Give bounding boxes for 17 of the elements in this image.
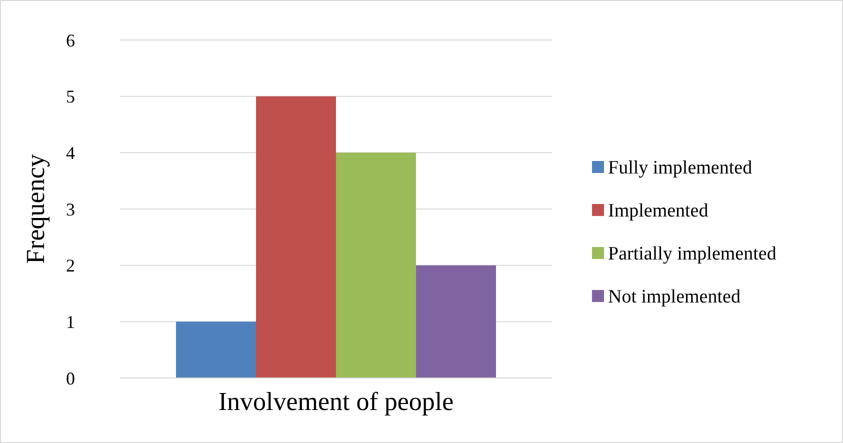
legend-label: Partially implemented <box>608 244 777 265</box>
y-tick-label: 0 <box>66 368 75 388</box>
y-tick-label: 3 <box>66 199 75 220</box>
bar <box>416 265 496 378</box>
legend-label: Not implemented <box>608 286 741 308</box>
legend-label: Implemented <box>608 200 709 222</box>
y-axis-title: Frequency <box>21 154 50 264</box>
y-tick-label: 2 <box>66 256 75 276</box>
bar <box>336 152 416 378</box>
bar <box>176 322 256 378</box>
y-tick-label: 4 <box>66 142 75 163</box>
legend-label: Fully implemented <box>608 158 753 179</box>
y-tick-label: 1 <box>66 312 75 332</box>
y-tick-label: 5 <box>66 86 75 107</box>
bar <box>256 96 336 378</box>
x-tick-label: Involvement of people <box>218 387 454 416</box>
y-tick-label: 6 <box>66 30 75 50</box>
